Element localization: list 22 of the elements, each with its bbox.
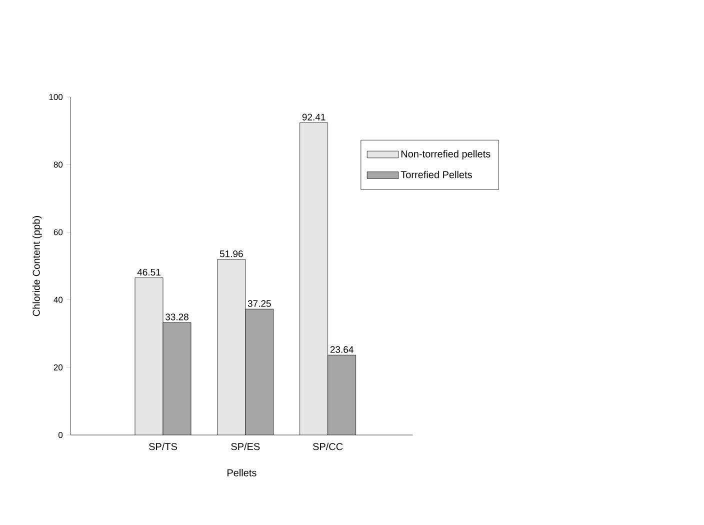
data-label: 37.25 [248, 300, 271, 307]
legend-label: Torrefied Pellets [400, 170, 472, 178]
legend-label: Non-torrefied pellets [401, 150, 490, 160]
y-tick-label: 20 [54, 364, 63, 370]
bar [217, 259, 246, 435]
y-tick-label: 0 [58, 432, 63, 438]
x-tick-label: SP/TS [149, 442, 177, 450]
data-label: 23.64 [330, 346, 354, 353]
y-axis-title: Chloride Content (ppb) [32, 216, 42, 316]
data-label: 92.41 [302, 114, 326, 120]
data-label: 46.51 [137, 268, 160, 276]
bar [135, 278, 164, 435]
y-tick-label: 60 [54, 229, 63, 236]
y-tick-label: 80 [54, 162, 63, 168]
y-tick-label: 40 [54, 296, 63, 303]
x-tick-label: SP/ES [231, 442, 260, 450]
data-label: 33.28 [165, 314, 188, 320]
bar [300, 122, 328, 435]
x-tick-label: SP/CC [313, 442, 343, 450]
data-label: 51.96 [220, 250, 243, 258]
x-axis-title: Pellets [228, 469, 256, 476]
y-tick-label: 100 [49, 94, 63, 100]
